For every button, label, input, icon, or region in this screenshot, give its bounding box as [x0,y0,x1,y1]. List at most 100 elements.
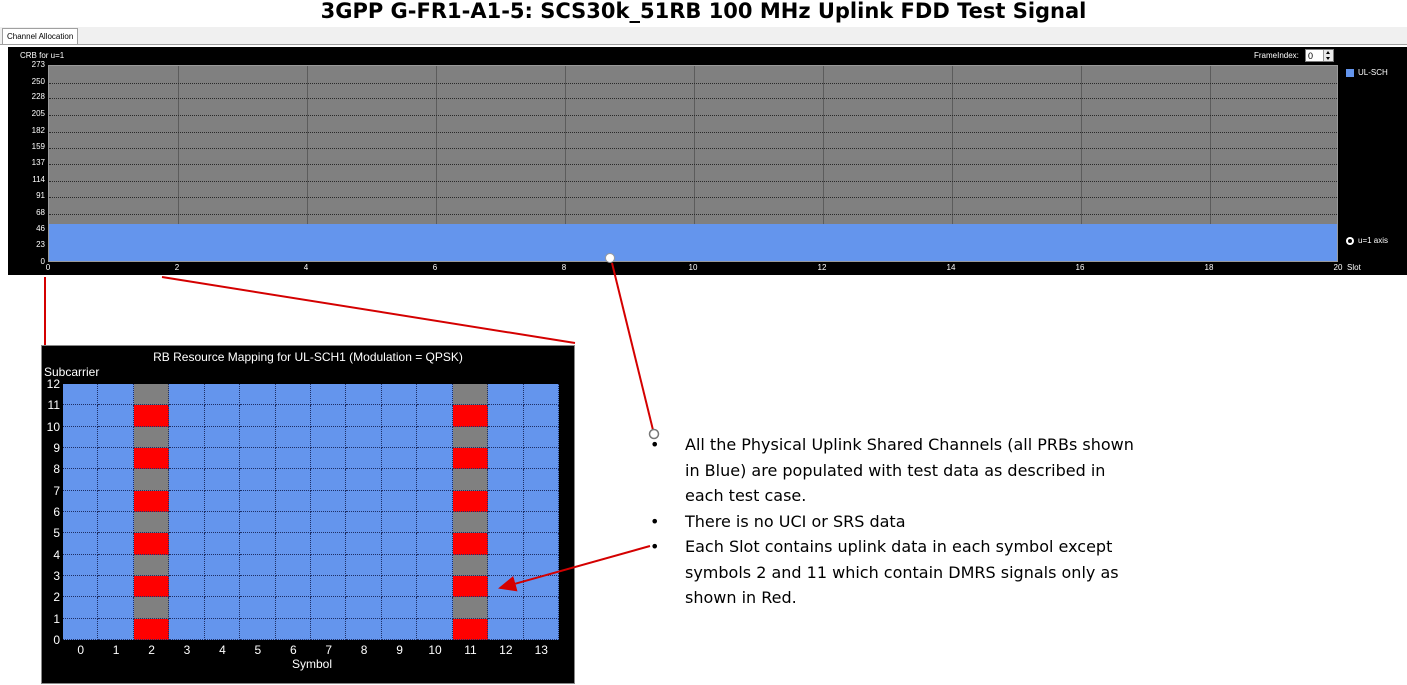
channel-allocation-panel: CRB for u=1 FrameIndex: 0 0 23 46 68 91 114 13… [8,47,1407,275]
slot-gridline [307,66,308,261]
subcarrier-tick-label: 1 [53,611,60,626]
crb-tick-label: 205 [31,109,45,119]
subcarrier-tick-label: 3 [53,569,60,583]
crb-gridline [49,115,1337,117]
ul-sch-cell [417,426,453,448]
ul-sch-cell [488,597,524,619]
ul-sch-cell [63,554,99,576]
slot-tick-label: 18 [1204,263,1214,272]
ul-sch-cell [63,618,99,640]
slot-axis-label: Slot [1347,263,1361,272]
dmrs-cell [452,533,489,555]
ul-sch-cell [311,618,347,640]
subcarrier-tick-label: 12 [46,377,60,391]
ul-sch-cell [275,533,311,555]
ul-sch-cell [63,384,99,406]
ul-sch-allocation-bar[interactable] [49,224,1337,261]
rb-resource-grid[interactable] [63,384,559,640]
ul-sch-cell [169,384,205,406]
ul-sch-cell [98,618,134,640]
ul-sch-cell [63,405,99,427]
ul-sch-cell [275,554,311,576]
empty-cell [452,597,489,619]
subcarrier-tick-label: 9 [53,441,60,455]
ul-sch-cell [381,597,418,619]
slot-gridline [436,66,437,261]
tab-channel-allocation[interactable]: Channel Allocation [2,28,79,44]
ul-sch-cell [98,405,134,427]
symbol-tick-label: 3 [183,643,191,657]
ul-sch-cell [488,533,524,555]
ul-sch-cell [488,554,524,576]
ul-sch-cell [275,384,311,406]
ul-sch-cell [311,448,347,470]
ul-sch-cell [523,533,559,555]
ul-sch-cell [523,618,559,640]
symbol-tick-label: 12 [499,643,513,657]
dmrs-cell [452,448,489,470]
ul-sch-cell [523,490,559,512]
crb-tick-label: 23 [36,240,45,250]
ul-sch-cell [346,490,382,512]
slot-gridline [952,66,953,261]
ul-sch-cell [240,512,276,534]
ul-sch-cell [63,597,99,619]
ul-sch-cell [523,384,559,406]
ul-sch-cell [346,512,382,534]
radio-selected-icon[interactable] [1346,237,1354,245]
symbol-tick-label: 0 [77,643,85,657]
subcarrier-tick-label: 8 [53,462,60,477]
ul-sch-cell [63,448,99,470]
u1-axis-radio-label: u=1 axis [1358,236,1389,245]
channel-allocation-plot[interactable] [48,65,1338,262]
ul-sch-cell [275,426,311,448]
slot-tick-label: 12 [817,263,827,272]
empty-cell [133,384,170,406]
ul-sch-cell [488,405,524,427]
empty-cell [452,384,489,406]
ul-sch-cell [169,618,205,640]
dmrs-cell [133,533,170,555]
ul-sch-cell [240,554,276,576]
ul-sch-cell [488,490,524,512]
slot-tick-label: 10 [688,263,698,272]
crb-tick-label: 46 [36,223,45,233]
symbol-tick-label: 10 [428,643,442,657]
ul-sch-cell [311,405,347,427]
crb-gridline [49,82,1337,84]
ul-sch-cell [275,405,311,427]
ul-sch-cell [240,405,276,427]
empty-cell [133,426,170,448]
crb-tick-label: 0 [40,257,45,266]
ul-sch-cell [169,490,205,512]
spinner-arrows-icon[interactable] [1323,50,1333,61]
subcarrier-tick-label: 6 [53,505,60,519]
ul-sch-cell [311,597,347,619]
slot-tick-label: 8 [561,263,567,272]
subcarrier-tick-label: 11 [47,398,60,413]
ul-sch-cell [488,618,524,640]
subcarrier-tick-label: 7 [53,483,60,498]
dmrs-cell [133,490,170,512]
ul-sch-cell [381,576,418,598]
frame-index-stepper[interactable]: 0 [1305,49,1334,62]
ul-sch-cell [417,448,453,470]
ul-sch-cell [523,597,559,619]
empty-cell [452,554,489,576]
empty-cell [452,469,489,491]
dmrs-cell [133,405,170,427]
slot-tick-label: 20 [1333,263,1343,272]
crb-gridline [49,213,1337,215]
ul-sch-cell [346,618,382,640]
ul-sch-cell [311,512,347,534]
ul-sch-cell [169,554,205,576]
ul-sch-cell [346,533,382,555]
ul-sch-cell [381,512,418,534]
ul-sch-cell [240,448,276,470]
dmrs-cell [452,490,489,512]
ul-sch-cell [240,597,276,619]
slot-tick-label: 4 [303,263,309,272]
symbol-axis-label: Symbol [292,657,333,671]
ul-sch-cell [169,469,205,491]
